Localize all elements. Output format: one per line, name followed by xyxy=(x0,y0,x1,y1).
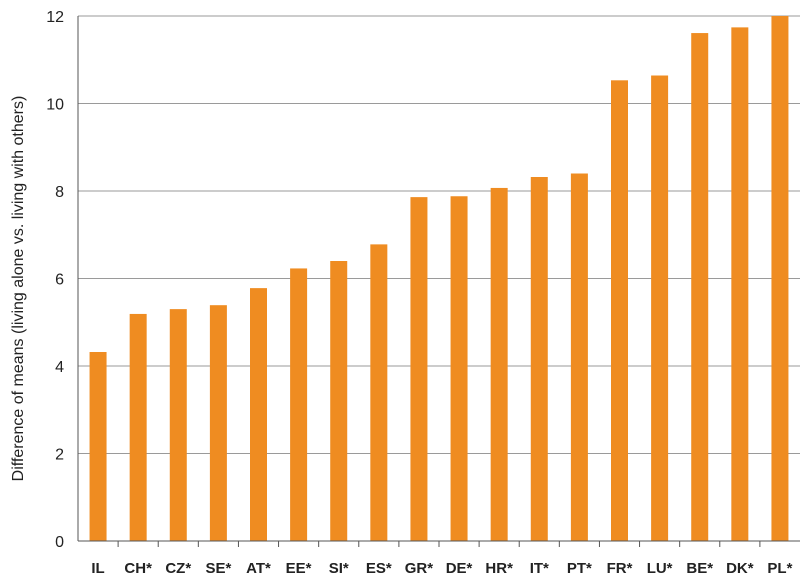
bar-ch xyxy=(129,313,147,541)
bar-hr xyxy=(490,187,508,541)
x-tick-label-dk: DK* xyxy=(726,560,754,577)
y-tick-label-10: 10 xyxy=(46,97,64,114)
y-tick-label-12: 12 xyxy=(46,9,64,26)
x-tick-label-si: SI* xyxy=(329,560,349,577)
x-tick-label-gr: GR* xyxy=(405,560,434,577)
x-tick-label-be: BE* xyxy=(686,560,713,577)
gridlines xyxy=(78,15,800,454)
x-tick-label-pt: PT* xyxy=(567,560,592,577)
bar-it xyxy=(530,177,548,541)
y-tick-label-4: 4 xyxy=(55,359,64,376)
x-tick-label-lu: LU* xyxy=(647,560,673,577)
x-tick-label-cz: CZ* xyxy=(165,560,191,577)
bar-gr xyxy=(410,197,428,541)
x-tick-label-it: IT* xyxy=(530,560,549,577)
bar-pl xyxy=(771,16,789,541)
y-tick-label-0: 0 xyxy=(55,534,64,551)
x-tick-labels: IL CH* CZ* SE* AT* EE* SI* ES* GR* DE* HR* IT* PT* FR… xyxy=(91,560,792,577)
bar-il xyxy=(89,352,107,541)
x-tick-label-hr: HR* xyxy=(485,560,513,577)
x-tick-label-ch: CH* xyxy=(124,560,152,577)
x-tick-label-fr: FR* xyxy=(607,560,633,577)
bar-si xyxy=(330,261,348,541)
x-tick-label-es: ES* xyxy=(366,560,392,577)
bar-dk xyxy=(731,27,749,541)
bar-de xyxy=(450,196,468,541)
x-tick-label-se: SE* xyxy=(205,560,231,577)
y-tick-labels: 0 2 4 6 8 10 12 xyxy=(46,9,64,551)
bar-pt xyxy=(570,173,588,541)
bar-ee xyxy=(290,268,308,541)
axes xyxy=(77,16,800,547)
y-axis-label: Difference of means (living alone vs. li… xyxy=(10,96,27,482)
x-tick-label-pl: PL* xyxy=(767,560,792,577)
y-tick-label-8: 8 xyxy=(55,184,64,201)
bar-cz xyxy=(169,309,187,541)
y-tick-label-6: 6 xyxy=(55,272,64,289)
x-tick-label-at: AT* xyxy=(246,560,271,577)
bar-fr xyxy=(611,80,628,541)
y-tick-label-2: 2 xyxy=(55,447,64,464)
bar-se xyxy=(209,305,227,541)
bar-es xyxy=(370,244,388,541)
x-tick-label-ee: EE* xyxy=(286,560,312,577)
x-tick-label-il: IL xyxy=(91,560,104,577)
bar-at xyxy=(250,288,267,541)
x-tick-label-de: DE* xyxy=(446,560,473,577)
bar-lu xyxy=(651,75,669,541)
bars xyxy=(89,16,789,541)
bar-be xyxy=(691,33,709,541)
